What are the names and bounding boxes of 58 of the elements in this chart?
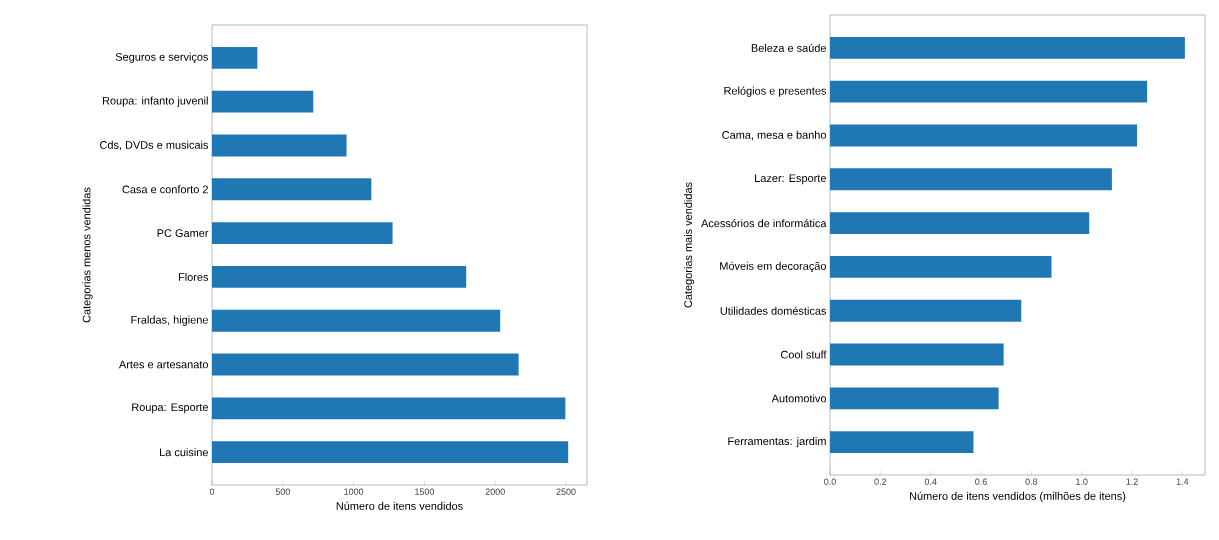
y-tick-label: Casa e conforto 2 <box>122 185 208 194</box>
bar <box>212 178 372 201</box>
x-tick-label: 2000 <box>485 488 505 495</box>
y-tick-label: Ferramentas: jardim <box>728 437 826 448</box>
x-tick-label: 1500 <box>415 488 435 495</box>
y-tick-label: La cuisine <box>160 448 208 457</box>
y-tick-label: Roupa: Esporte <box>132 403 208 414</box>
x-tick-label: 0.8 <box>1025 478 1038 485</box>
y-tick-label: Artes e artesanato <box>118 360 208 369</box>
x-tick-label: 1000 <box>344 488 364 495</box>
bar <box>212 265 467 288</box>
bar <box>830 168 1112 191</box>
y-tick-label: Relógios e presentes <box>724 86 827 97</box>
y-tick-label: Flores <box>178 272 209 281</box>
y-tick-label: Cds, DVDs e musicais <box>100 140 209 151</box>
y-tick-label: Automotivo <box>771 394 827 403</box>
x-tick-label: 1.4 <box>1176 478 1189 485</box>
x-tick-label: 0.6 <box>975 478 987 485</box>
y-tick-label: Roupa: infanto juvenil <box>102 96 208 107</box>
y-tick-label: Seguros e serviços <box>115 52 209 63</box>
y-axis-title: Categorias menos vendidas <box>82 187 93 323</box>
y-tick-label: Beleza e saúde <box>751 43 826 52</box>
bar <box>212 353 519 376</box>
bar <box>830 80 1148 103</box>
x-tick-label: 0.2 <box>874 478 887 485</box>
x-tick-label: 2500 <box>556 488 576 495</box>
x-axis-title: Número de itens vendidos <box>336 501 463 510</box>
x-tick-label: 0.4 <box>924 478 937 485</box>
x-axis-title: Número de itens vendidos (milhões de itens) <box>909 491 1126 503</box>
y-tick-label: Cama, mesa e banho <box>722 130 826 141</box>
x-tick-label: 0 <box>209 488 215 495</box>
y-tick-label: Cool stuff <box>780 350 827 359</box>
bar <box>212 397 566 420</box>
bar <box>212 46 258 69</box>
x-tick-label: 500 <box>275 488 290 495</box>
y-tick-label: Utilidades domésticas <box>720 306 827 315</box>
bar <box>830 343 1004 366</box>
y-tick-label: Móveis em decoração <box>720 261 826 273</box>
bar <box>212 222 393 245</box>
bar <box>212 134 347 157</box>
bar <box>830 212 1090 235</box>
bar <box>212 90 314 113</box>
bar <box>830 299 1022 322</box>
bar <box>212 441 569 464</box>
y-axis-title: Categorias mais vendidas <box>683 182 695 308</box>
bar <box>830 255 1052 278</box>
y-tick-label: Acessórios de informática <box>701 219 827 228</box>
bar <box>830 36 1185 59</box>
x-tick-label: 1.0 <box>1076 478 1088 485</box>
bar <box>830 124 1138 147</box>
x-tick-label: 1.2 <box>1126 478 1138 485</box>
bar <box>830 431 974 454</box>
y-tick-label: Fraldas, higiene <box>131 315 208 326</box>
bar <box>830 387 999 410</box>
y-tick-label: PC Gamer <box>157 229 209 237</box>
y-tick-label: Lazer: Esporte <box>755 174 826 185</box>
x-tick-label: 0.0 <box>824 478 836 485</box>
bar <box>212 309 501 332</box>
